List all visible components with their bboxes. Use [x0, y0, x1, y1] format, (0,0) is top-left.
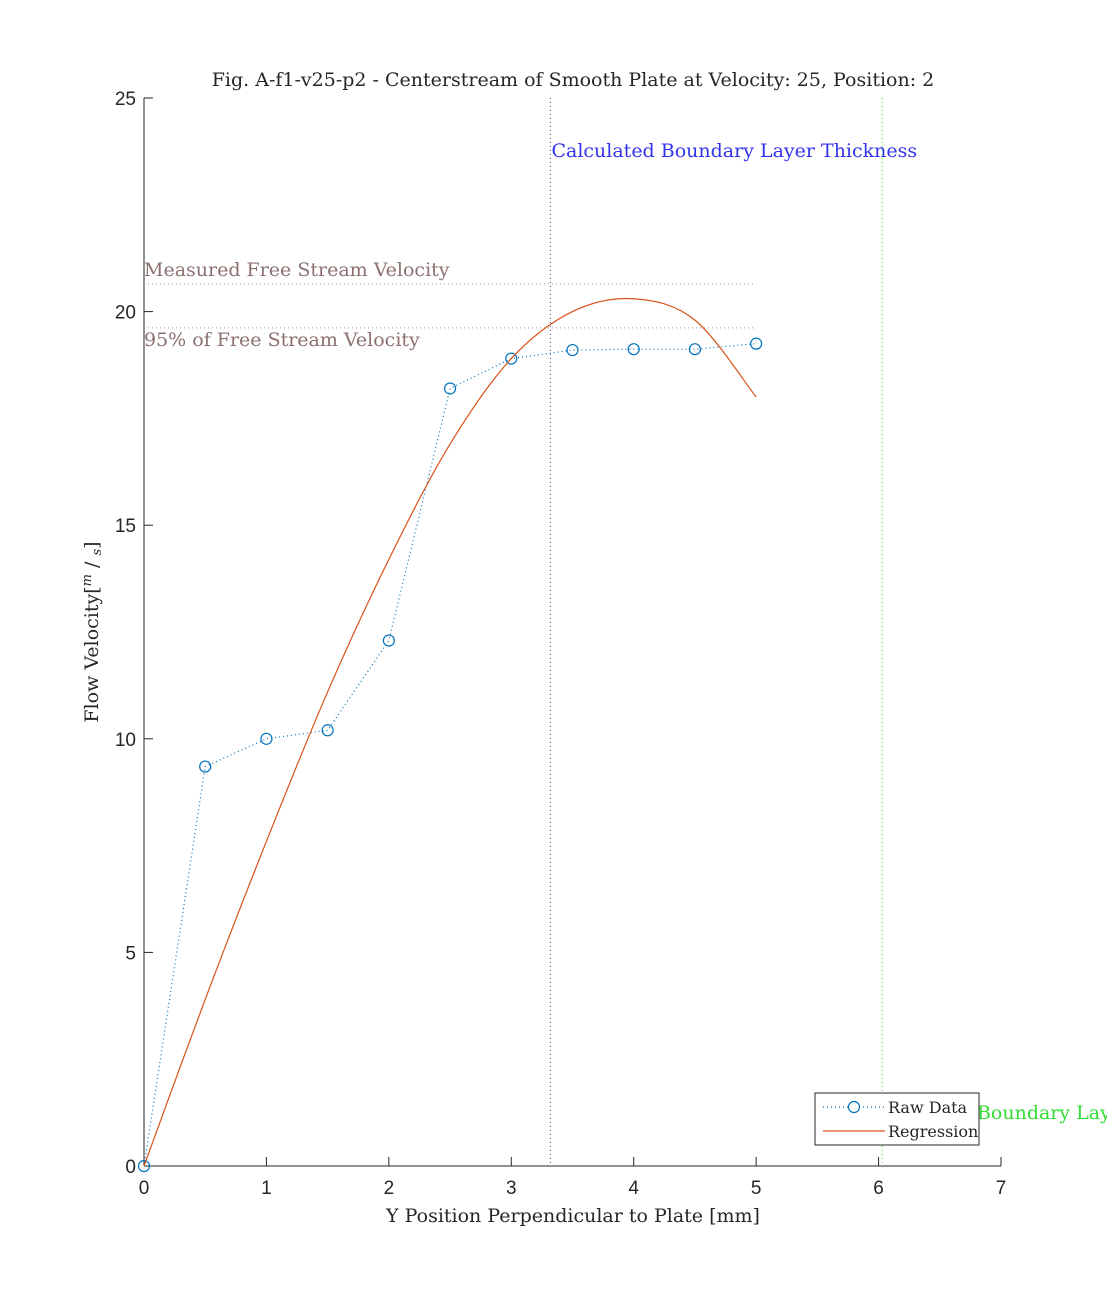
- x-tick-label: 6: [873, 1178, 884, 1199]
- series-raw-data-point: [627, 343, 640, 356]
- y-axis-unit-num: m: [80, 574, 95, 586]
- y-axis-label: Flow Velocity[m / s]: [80, 541, 105, 722]
- x-tick-label: 4: [628, 1178, 639, 1199]
- reference-line-label: 95% of Free Stream Velocity: [144, 329, 420, 351]
- legend-box: [814, 1092, 980, 1146]
- series-raw-data-point: [137, 1159, 151, 1173]
- series-raw-data-point: [199, 760, 212, 773]
- x-tick-label: 3: [506, 1178, 517, 1199]
- y-tick-label: 5: [125, 943, 136, 964]
- series-raw-data-point: [260, 732, 273, 745]
- x-axis-label: Y Position Perpendicular to Plate [mm]: [385, 1205, 760, 1227]
- plot-area: 0 1 2 3 4 5 6 7 0 5 10 15 20 25 Measured Free Stream V…: [115, 89, 1107, 1199]
- reference-line-label: Measured Free Stream Velocity: [144, 259, 450, 281]
- y-axis-label-group: Flow Velocity[m / s]: [80, 541, 105, 722]
- series-raw-data-point: [321, 724, 334, 737]
- series-raw-data-point: [443, 382, 457, 395]
- x-tick-label: 5: [751, 1178, 762, 1199]
- y-axis-label-text: Flow Velocity: [81, 593, 103, 722]
- y-tick-label: 20: [115, 303, 136, 324]
- y-axis-unit-close: ]: [81, 541, 103, 548]
- y-tick-label: 15: [115, 516, 136, 537]
- y-tick-label: 0: [125, 1157, 136, 1178]
- y-axis-unit-slash: /: [81, 556, 103, 574]
- y-tick-label: 10: [115, 730, 136, 751]
- series-raw-data-point: [688, 343, 702, 356]
- series-raw-data-point: [566, 343, 579, 357]
- series-regression-line: [143, 297, 757, 1167]
- reference-line-label: Calculated Boundary Layer Thickness: [551, 140, 917, 162]
- series-raw-data-point: [382, 634, 395, 647]
- legend-label: Regression: [888, 1122, 978, 1141]
- series-raw-data-point: [505, 352, 518, 365]
- series-raw-data-line: [143, 343, 757, 1167]
- y-axis-unit-den: s: [90, 549, 105, 556]
- x-tick-label: 7: [996, 1178, 1007, 1199]
- legend: Raw Data Regression: [814, 1092, 980, 1146]
- y-tick-label: 25: [115, 89, 136, 110]
- x-tick-label: 1: [261, 1178, 272, 1199]
- x-tick-label: 2: [384, 1178, 395, 1199]
- y-axis-unit-open: [: [81, 586, 103, 593]
- series-raw-data-point: [750, 337, 763, 350]
- x-tick-label: 0: [139, 1178, 150, 1199]
- legend-marker-raw-data: [847, 1100, 861, 1114]
- chart-title: Fig. A-f1-v25-p2 - Centerstream of Smoot…: [212, 69, 935, 91]
- legend-label: Raw Data: [888, 1098, 968, 1117]
